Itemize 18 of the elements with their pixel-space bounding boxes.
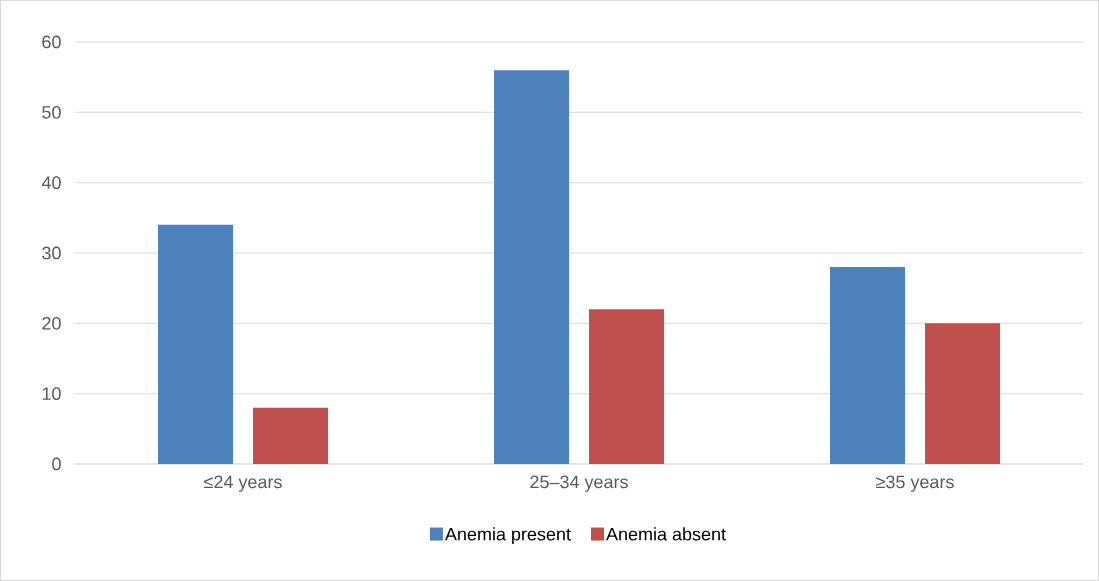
- y-tick-label: 30: [42, 246, 61, 260]
- bar: [158, 224, 234, 464]
- x-tick-label: 25–34 years: [530, 475, 628, 492]
- y-tick-label: 50: [42, 105, 61, 119]
- bar: [589, 309, 665, 464]
- y-tick-label: 20: [42, 316, 61, 330]
- bar: [253, 407, 329, 464]
- y-tick-label: 0: [52, 457, 61, 471]
- y-tick-label: 10: [42, 387, 61, 401]
- x-tick-label: ≤24 years: [204, 475, 282, 492]
- bar: [925, 323, 1001, 464]
- legend-label: Anemia present: [444, 527, 571, 545]
- y-tick-label: 40: [41, 176, 61, 190]
- legend-label: Anemia absent: [606, 527, 726, 541]
- bar: [494, 70, 570, 464]
- y-tick-label: 60: [42, 35, 61, 49]
- x-tick-label: ≥35 years: [876, 475, 954, 492]
- bar: [830, 267, 906, 464]
